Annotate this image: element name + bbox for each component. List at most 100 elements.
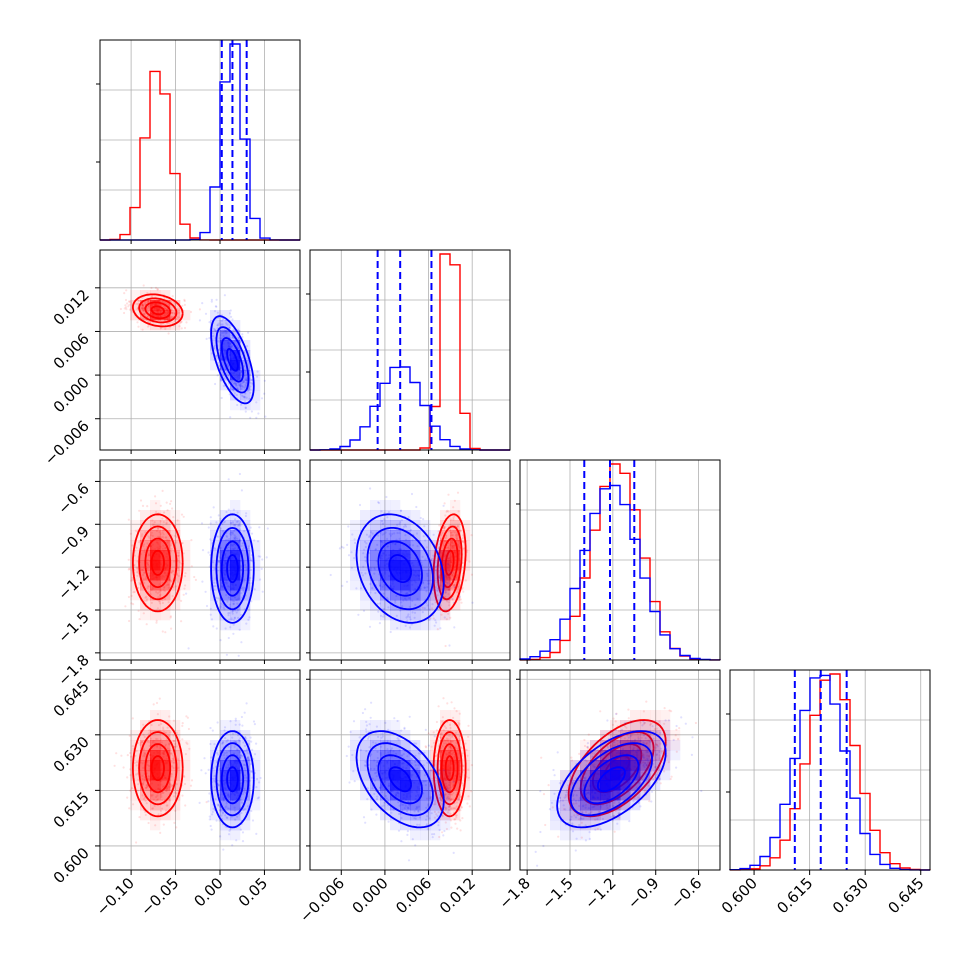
scatter-point bbox=[237, 616, 240, 620]
scatter-point bbox=[388, 800, 391, 803]
scatter-point bbox=[411, 611, 414, 614]
scatter-point bbox=[421, 555, 424, 559]
scatter-point bbox=[163, 731, 166, 734]
density-cell bbox=[240, 580, 251, 591]
density-cells-series-1 bbox=[210, 720, 261, 841]
scatter-point bbox=[373, 568, 376, 571]
scatter-point bbox=[222, 384, 225, 387]
scatter-point bbox=[470, 573, 473, 576]
scatter-point bbox=[386, 516, 389, 519]
scatter-point bbox=[225, 751, 228, 754]
scatter-point bbox=[194, 578, 197, 582]
scatter-point bbox=[363, 548, 366, 551]
scatter-point bbox=[455, 591, 458, 594]
density-cell bbox=[400, 600, 411, 611]
scatter-point bbox=[249, 416, 252, 419]
scatter-point bbox=[216, 324, 219, 327]
density-cell bbox=[230, 730, 241, 741]
scatter-point bbox=[449, 741, 453, 744]
scatter-point bbox=[242, 741, 245, 744]
scatter-point bbox=[158, 600, 161, 603]
scatter-point bbox=[240, 371, 243, 374]
scatter-point bbox=[362, 565, 365, 568]
scatter-point bbox=[163, 589, 167, 593]
density-cell bbox=[420, 620, 431, 631]
scatter-point bbox=[159, 520, 162, 523]
scatter-point bbox=[245, 381, 248, 384]
scatter-point bbox=[238, 383, 241, 386]
scatter-point bbox=[388, 532, 391, 536]
scatter-point bbox=[225, 534, 228, 537]
scatter-point bbox=[441, 799, 444, 802]
scatter-point bbox=[252, 720, 256, 723]
scatter-point bbox=[125, 306, 128, 309]
scatter-point bbox=[142, 782, 145, 785]
density-cell bbox=[420, 550, 431, 561]
scatter-point bbox=[406, 833, 409, 837]
scatter-point bbox=[165, 536, 168, 539]
scatter-point bbox=[353, 538, 356, 541]
density-cell bbox=[380, 740, 391, 751]
density-cell bbox=[430, 540, 441, 551]
scatter-point bbox=[130, 602, 133, 605]
scatter-point bbox=[165, 522, 168, 525]
density-cell bbox=[430, 770, 441, 781]
scatter-point bbox=[255, 416, 258, 419]
scatter-point bbox=[215, 819, 218, 822]
scatter-point bbox=[373, 767, 376, 771]
contour-series-0-level-3 bbox=[131, 513, 184, 613]
scatter-point bbox=[241, 831, 245, 834]
scatter-point bbox=[155, 510, 158, 513]
scatter-point bbox=[138, 618, 141, 621]
density-cell bbox=[210, 770, 221, 781]
scatter-point bbox=[208, 337, 211, 340]
scatter-point bbox=[153, 523, 156, 526]
density-cell bbox=[240, 570, 251, 581]
density-cell bbox=[170, 320, 181, 331]
scatter-point bbox=[207, 768, 210, 772]
density-cell bbox=[420, 540, 431, 551]
scatter-point bbox=[177, 554, 180, 557]
scatter-point bbox=[383, 801, 386, 804]
scatter-point bbox=[224, 806, 227, 809]
scatter-point bbox=[447, 593, 450, 596]
scatter-point bbox=[423, 525, 426, 528]
scatter-point bbox=[176, 519, 179, 522]
scatter-point bbox=[383, 518, 386, 521]
scatter-point bbox=[423, 586, 426, 589]
density-cell bbox=[230, 820, 241, 831]
scatter-point bbox=[455, 814, 458, 817]
scatter-point bbox=[140, 535, 143, 538]
scatter-point bbox=[137, 609, 140, 612]
scatter-point bbox=[158, 594, 162, 597]
scatter-point bbox=[677, 738, 680, 741]
scatter-point bbox=[135, 841, 138, 844]
contour-series-1-level-3 bbox=[210, 315, 255, 405]
scatter-point bbox=[229, 532, 232, 535]
scatter-point bbox=[429, 797, 432, 800]
density-cell bbox=[240, 770, 251, 781]
scatter-point bbox=[228, 807, 231, 810]
scatter-point bbox=[449, 819, 452, 822]
scatter-point bbox=[230, 315, 233, 318]
density-cell bbox=[380, 800, 391, 811]
scatter-point bbox=[408, 626, 411, 629]
scatter-point bbox=[448, 732, 451, 735]
scatter-point bbox=[211, 810, 214, 814]
scatter-point bbox=[470, 534, 473, 537]
scatter-point bbox=[166, 804, 169, 807]
density-cell bbox=[370, 550, 381, 561]
scatter-point bbox=[183, 326, 187, 330]
scatter-point bbox=[229, 309, 232, 312]
density-cell bbox=[450, 580, 461, 591]
density-cell bbox=[430, 540, 441, 551]
scatter-point bbox=[247, 618, 250, 621]
scatter-point bbox=[146, 786, 149, 789]
density-cell bbox=[410, 830, 421, 841]
scatter-point bbox=[378, 602, 381, 605]
scatter-point bbox=[171, 765, 174, 768]
scatter-point bbox=[255, 742, 258, 745]
scatter-point bbox=[457, 807, 460, 811]
scatter-point bbox=[448, 601, 451, 604]
scatter-point bbox=[383, 532, 386, 535]
